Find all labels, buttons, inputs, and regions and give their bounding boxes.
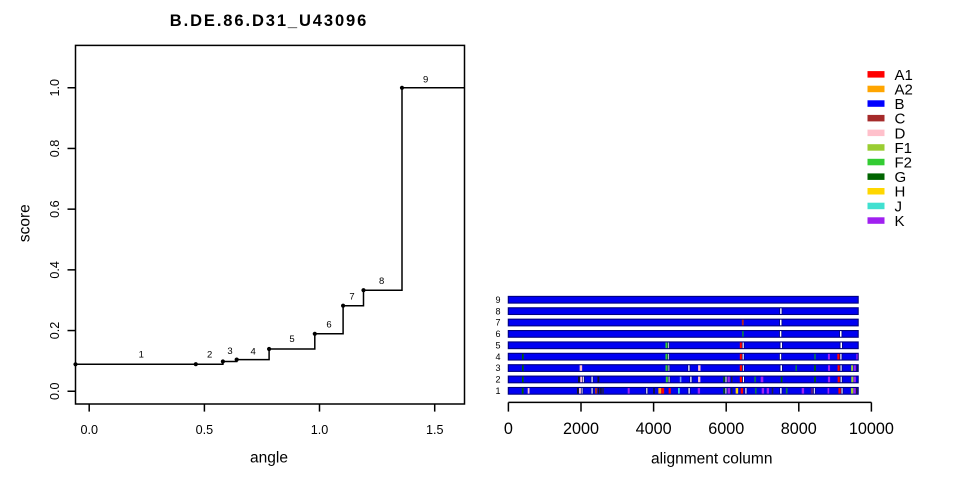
svg-text:0.2: 0.2 <box>48 322 62 340</box>
svg-text:6: 6 <box>326 319 331 330</box>
svg-text:6000: 6000 <box>708 420 744 438</box>
svg-text:score: score <box>17 204 34 242</box>
svg-text:6: 6 <box>495 329 500 339</box>
svg-text:D: D <box>895 125 906 142</box>
svg-text:J: J <box>895 198 903 215</box>
svg-text:A1: A1 <box>895 67 913 84</box>
svg-text:3: 3 <box>227 346 232 357</box>
svg-text:1.0: 1.0 <box>48 79 62 97</box>
svg-text:H: H <box>895 184 906 201</box>
svg-text:10000: 10000 <box>849 420 894 438</box>
svg-text:2000: 2000 <box>563 420 599 438</box>
svg-text:0.4: 0.4 <box>48 261 62 279</box>
svg-text:1: 1 <box>495 386 500 396</box>
svg-text:0.0: 0.0 <box>80 423 98 437</box>
svg-text:A2: A2 <box>895 81 913 98</box>
svg-text:8000: 8000 <box>781 420 817 438</box>
svg-text:0: 0 <box>504 420 513 438</box>
svg-text:4000: 4000 <box>636 420 672 438</box>
svg-text:8: 8 <box>495 306 500 316</box>
svg-text:8: 8 <box>379 276 384 287</box>
svg-text:7: 7 <box>349 292 354 303</box>
svg-text:5: 5 <box>495 341 500 351</box>
svg-text:1: 1 <box>139 349 144 360</box>
svg-text:2: 2 <box>495 375 500 385</box>
svg-text:0.6: 0.6 <box>48 200 62 218</box>
svg-text:9: 9 <box>423 74 428 85</box>
svg-text:F1: F1 <box>895 140 913 157</box>
svg-text:9: 9 <box>495 295 500 305</box>
svg-text:4: 4 <box>495 352 500 362</box>
svg-text:B.DE.86.D31_U43096: B.DE.86.D31_U43096 <box>170 12 368 30</box>
svg-text:alignment column: alignment column <box>651 450 772 467</box>
svg-text:C: C <box>895 111 906 128</box>
svg-text:B: B <box>895 96 905 113</box>
svg-text:3: 3 <box>495 363 500 373</box>
svg-text:7: 7 <box>495 318 500 328</box>
svg-text:0.5: 0.5 <box>196 423 214 437</box>
svg-text:0.0: 0.0 <box>48 382 62 400</box>
svg-text:5: 5 <box>289 334 294 345</box>
svg-text:1.0: 1.0 <box>311 423 329 437</box>
svg-text:G: G <box>895 169 907 186</box>
svg-text:0.8: 0.8 <box>48 140 62 158</box>
svg-text:2: 2 <box>207 349 212 360</box>
svg-text:angle: angle <box>250 450 288 467</box>
svg-text:1.5: 1.5 <box>426 423 444 437</box>
svg-text:4: 4 <box>250 346 255 357</box>
svg-text:F2: F2 <box>895 155 913 172</box>
svg-text:K: K <box>895 213 905 230</box>
